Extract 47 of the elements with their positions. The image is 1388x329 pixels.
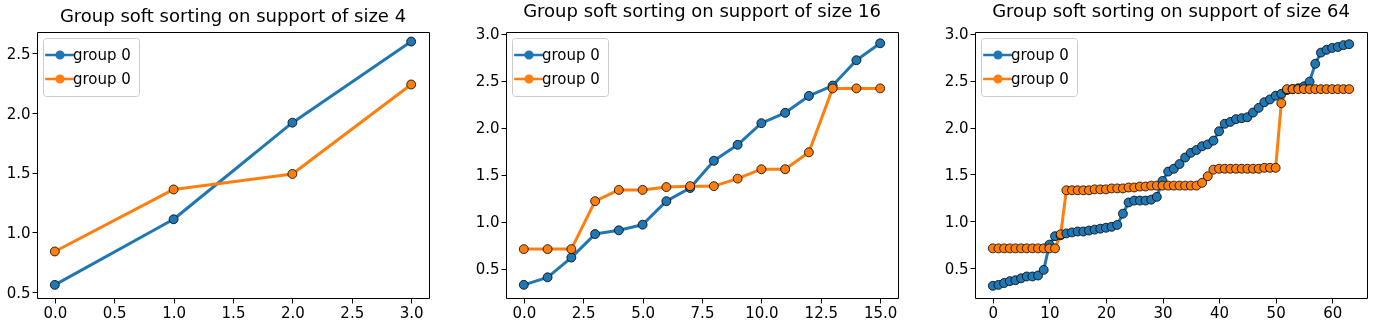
x-tick-label: 1.0 <box>162 303 187 322</box>
x-tick-label: 0.5 <box>102 303 127 322</box>
chart-title: Group soft sorting on support of size 64 <box>992 0 1350 21</box>
x-tick-label: 3.0 <box>399 303 424 322</box>
x-tick-label: 2.5 <box>340 303 365 322</box>
legend-label: group 0 <box>542 70 600 88</box>
y-tick-label: 2.0 <box>944 119 969 138</box>
y-tick-label: 1.5 <box>475 166 500 185</box>
x-tick-label: 0.0 <box>43 303 68 322</box>
chart-title: Group soft sorting on support of size 4 <box>59 5 407 26</box>
y-tick-label: 0.5 <box>6 283 31 302</box>
y-tick-label: 1.5 <box>944 165 969 184</box>
y-tick-label: 0.5 <box>944 259 969 278</box>
x-tick-label: 2.0 <box>280 303 305 322</box>
x-tick-label: 10 <box>1040 303 1060 322</box>
y-tick-label: 1.5 <box>6 164 31 183</box>
y-tick-label: 2.0 <box>475 119 500 138</box>
y-tick-label: 1.0 <box>475 213 500 232</box>
x-tick-label: 0.0 <box>512 303 537 322</box>
x-tick-label: 1.5 <box>221 303 246 322</box>
x-tick-label: 2.5 <box>571 303 596 322</box>
x-tick-label: 5.0 <box>631 303 656 322</box>
x-tick-label: 15.0 <box>863 303 898 322</box>
y-tick-label: 1.0 <box>944 212 969 231</box>
x-tick-label: 7.5 <box>690 303 715 322</box>
legend-label: group 0 <box>1011 46 1069 64</box>
x-tick-label: 10.0 <box>745 303 779 322</box>
y-tick-label: 0.5 <box>475 260 500 279</box>
y-tick-label: 2.5 <box>475 72 500 91</box>
x-tick-label: 20 <box>1096 303 1116 322</box>
legend-label: group 0 <box>542 46 600 64</box>
chart-title: Group soft sorting on support of size 16 <box>523 0 881 21</box>
y-tick-label: 3.0 <box>944 25 969 44</box>
y-tick-label: 2.5 <box>6 44 31 63</box>
x-tick-label: 40 <box>1210 303 1230 322</box>
y-tick-label: 1.0 <box>6 223 31 242</box>
y-tick-label: 2.0 <box>6 104 31 123</box>
x-tick-label: 50 <box>1266 303 1286 322</box>
x-tick-label: 30 <box>1153 303 1173 322</box>
x-tick-label: 60 <box>1323 303 1343 322</box>
y-tick-label: 2.5 <box>944 72 969 91</box>
y-tick-label: 3.0 <box>475 25 500 44</box>
legend-label: group 0 <box>73 46 131 64</box>
x-tick-label: 0 <box>988 303 999 322</box>
legend-label: group 0 <box>73 70 131 88</box>
x-tick-label: 12.5 <box>804 303 838 322</box>
legend-label: group 0 <box>1011 70 1069 88</box>
